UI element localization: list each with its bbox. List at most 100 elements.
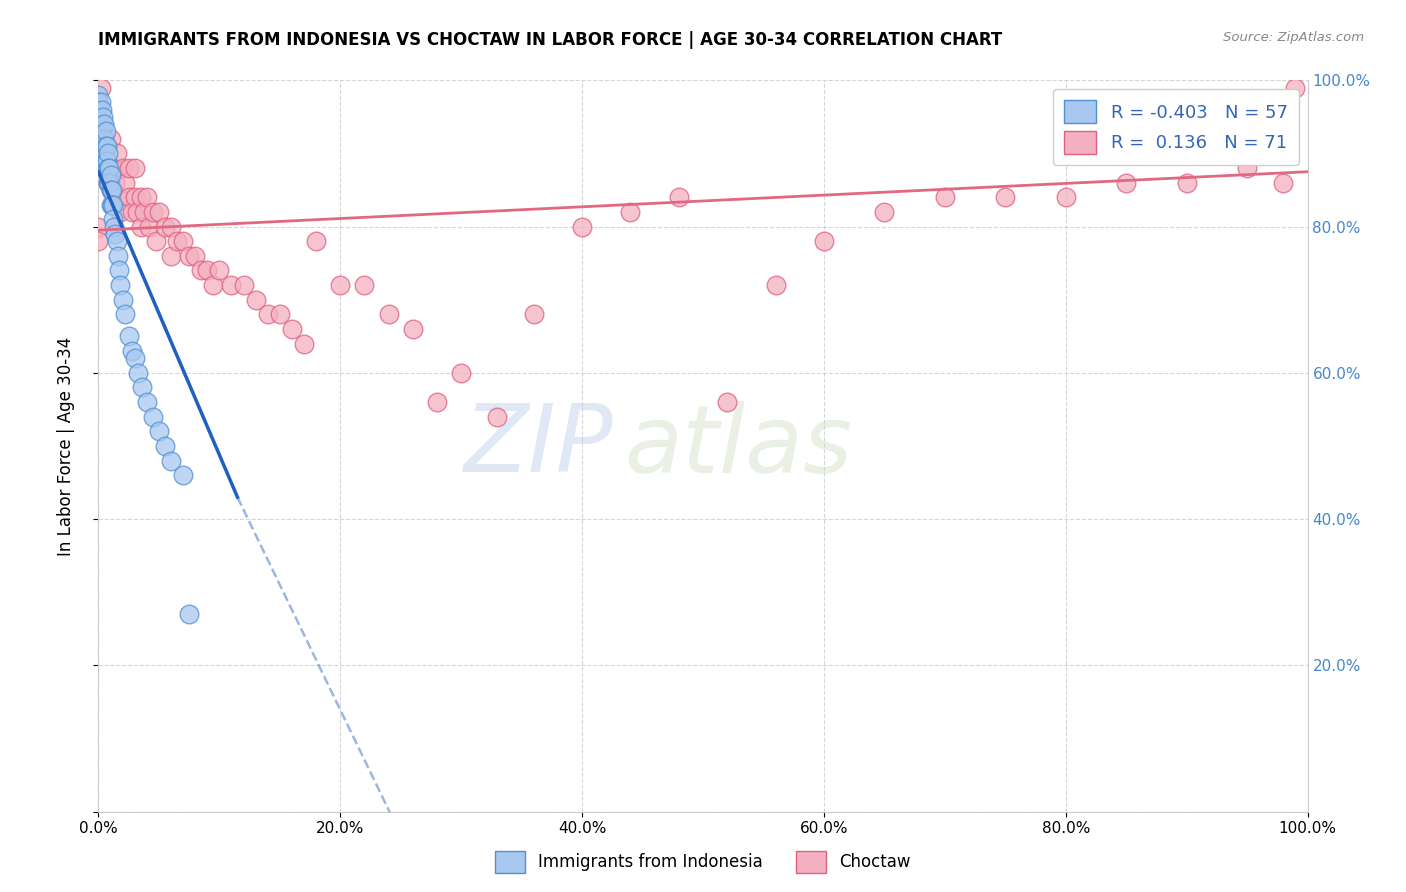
Point — [160, 453, 183, 467]
Point — [153, 219, 176, 234]
Point — [486, 409, 509, 424]
Point — [134, 205, 156, 219]
Point — [124, 190, 146, 204]
Text: ZIP: ZIP — [463, 401, 613, 491]
Point — [716, 395, 738, 409]
Point — [245, 293, 267, 307]
Point — [103, 219, 125, 234]
Point — [221, 278, 243, 293]
Point — [129, 219, 152, 234]
Point — [142, 409, 165, 424]
Point — [121, 343, 143, 358]
Point — [108, 278, 131, 293]
Point — [124, 351, 146, 366]
Point — [90, 80, 112, 95]
Point — [1284, 80, 1306, 95]
Point — [813, 234, 835, 248]
Point — [104, 176, 127, 190]
Point — [87, 234, 110, 248]
Point — [98, 161, 121, 175]
Point — [94, 139, 117, 153]
Point — [91, 110, 114, 124]
Point — [90, 95, 112, 110]
Point — [353, 278, 375, 293]
Point — [96, 139, 118, 153]
Point — [114, 307, 136, 321]
Point — [87, 95, 110, 110]
Point — [148, 425, 170, 439]
Point — [87, 219, 110, 234]
Point — [118, 161, 141, 175]
Point — [97, 161, 120, 175]
Point — [138, 219, 160, 234]
Point — [91, 103, 114, 117]
Point — [100, 197, 122, 211]
Point — [571, 219, 593, 234]
Point — [96, 153, 118, 168]
Point — [184, 249, 207, 263]
Point — [98, 176, 121, 190]
Point — [873, 205, 896, 219]
Point — [111, 293, 134, 307]
Point — [1272, 176, 1295, 190]
Point — [305, 234, 328, 248]
Point — [523, 307, 546, 321]
Point — [107, 249, 129, 263]
Point — [450, 366, 472, 380]
Point — [160, 249, 183, 263]
Point — [131, 380, 153, 394]
Point — [121, 205, 143, 219]
Text: atlas: atlas — [624, 401, 852, 491]
Point — [87, 110, 110, 124]
Point — [153, 439, 176, 453]
Point — [87, 132, 110, 146]
Point — [91, 146, 114, 161]
Point — [135, 190, 157, 204]
Point — [94, 161, 117, 175]
Point — [160, 219, 183, 234]
Point — [127, 366, 149, 380]
Y-axis label: In Labor Force | Age 30-34: In Labor Force | Age 30-34 — [56, 336, 75, 556]
Point — [94, 153, 117, 168]
Point — [292, 336, 315, 351]
Point — [87, 103, 110, 117]
Point — [90, 124, 112, 138]
Point — [93, 146, 115, 161]
Point — [145, 234, 167, 248]
Point — [1054, 190, 1077, 204]
Text: Source: ZipAtlas.com: Source: ZipAtlas.com — [1223, 31, 1364, 45]
Point — [202, 278, 225, 293]
Point — [1236, 161, 1258, 175]
Point — [129, 190, 152, 204]
Point — [93, 132, 115, 146]
Point — [329, 278, 352, 293]
Point — [668, 190, 690, 204]
Point — [142, 205, 165, 219]
Point — [426, 395, 449, 409]
Point — [87, 124, 110, 138]
Point — [108, 263, 131, 277]
Point — [1175, 176, 1198, 190]
Point — [256, 307, 278, 321]
Point — [619, 205, 641, 219]
Point — [100, 197, 122, 211]
Point — [1115, 176, 1137, 190]
Point — [111, 161, 134, 175]
Point — [100, 183, 122, 197]
Point — [100, 169, 122, 183]
Point — [148, 205, 170, 219]
Point — [100, 183, 122, 197]
Point — [190, 263, 212, 277]
Point — [124, 161, 146, 175]
Point — [97, 176, 120, 190]
Point — [105, 234, 128, 248]
Point — [87, 87, 110, 102]
Point — [118, 190, 141, 204]
Point — [91, 146, 114, 161]
Point — [135, 395, 157, 409]
Point — [104, 227, 127, 241]
Point — [93, 161, 115, 175]
Point — [97, 176, 120, 190]
Point — [105, 146, 128, 161]
Point — [101, 212, 124, 227]
